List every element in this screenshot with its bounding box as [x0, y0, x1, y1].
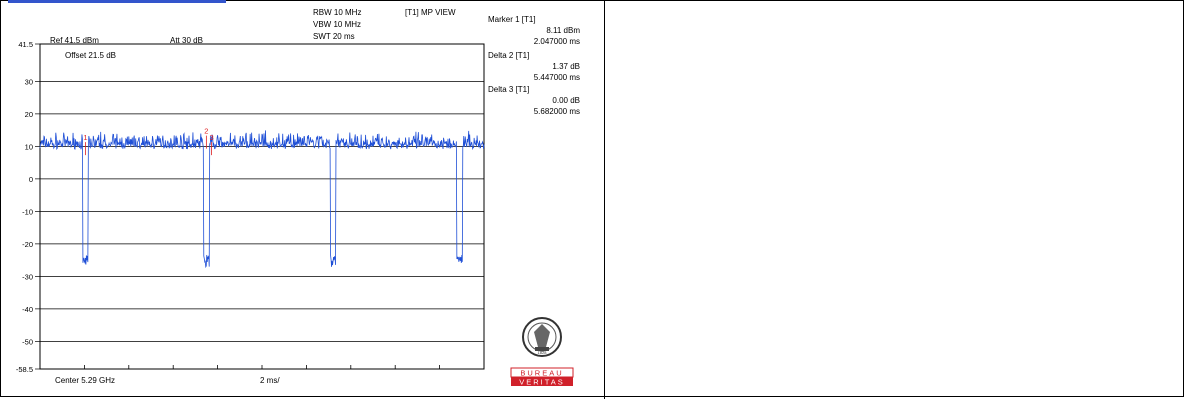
marker1-value: 8.11 dBm [546, 26, 580, 35]
plot-frame [39, 43, 485, 370]
delta2-title: Delta 2 [T1] [488, 51, 529, 60]
marker-label: 2 [204, 127, 208, 136]
sweep-span-label: 2 ms/ [260, 376, 280, 385]
top-underline-fragment [8, 0, 226, 3]
y-tick-label: 20 [25, 110, 33, 119]
y-tick-label: -30 [22, 272, 33, 281]
table-cell-divider [604, 0, 605, 399]
y-tick-label: -50 [22, 337, 33, 346]
view-label: [T1] MP VIEW [405, 8, 456, 17]
y-tick-label: -20 [22, 240, 33, 249]
logo-veritas-band [511, 377, 573, 386]
offset-label: Offset 21.5 dB [65, 51, 116, 60]
trace-line [39, 130, 485, 269]
y-tick-label: -40 [22, 305, 33, 314]
marker-label: 3 [209, 133, 213, 142]
y-tick-label: 41.5 [18, 40, 33, 49]
bureau-veritas-logo: 1828 BUREAU VERITAS [510, 317, 574, 387]
center-frequency-label: Center 5.29 GHz [55, 376, 115, 385]
delta2-time: 5.447000 ms [534, 73, 580, 82]
marker1-title: Marker 1 [T1] [488, 15, 536, 24]
spectrum-analyzer-screen: RBW 10 MHz VBW 10 MHz SWT 20 ms [T1] MP … [10, 2, 600, 392]
y-axis-ticks: 41.5 30 20 10 0 -10 -20 -30 -40 -50 -58.5 [16, 40, 40, 374]
spectrum-plot: RBW 10 MHz VBW 10 MHz SWT 20 ms [T1] MP … [16, 8, 580, 387]
y-tick-label: 30 [25, 77, 33, 86]
ref-level-label: Ref 41.5 dBm [50, 36, 99, 45]
delta3-title: Delta 3 [T1] [488, 85, 529, 94]
grid-lines [40, 81, 484, 342]
logo-seal-figure [534, 324, 550, 347]
swt-label: SWT 20 ms [313, 32, 355, 41]
delta3-value: 0.00 dB [552, 96, 580, 105]
logo-bureau-text: BUREAU [520, 369, 563, 378]
y-tick-label: -10 [22, 207, 33, 216]
logo-seal-base [535, 347, 549, 351]
y-tick-label: 0 [29, 175, 33, 184]
delta2-value: 1.37 dB [552, 62, 580, 71]
marker1-time: 2.047000 ms [534, 37, 580, 46]
marker-labels: 1 23 [83, 127, 214, 156]
y-tick-label: -58.5 [16, 365, 33, 374]
rbw-label: RBW 10 MHz [313, 8, 361, 17]
attenuation-label: Att 30 dB [170, 36, 203, 45]
vbw-label: VBW 10 MHz [313, 20, 361, 29]
y-tick-label: 10 [25, 142, 33, 151]
logo-year: 1828 [538, 350, 548, 355]
logo-veritas-text: VERITAS [519, 378, 565, 387]
x-axis-ticks [39, 365, 485, 369]
marker-label: 1 [83, 133, 87, 142]
delta3-time: 5.682000 ms [534, 107, 580, 116]
